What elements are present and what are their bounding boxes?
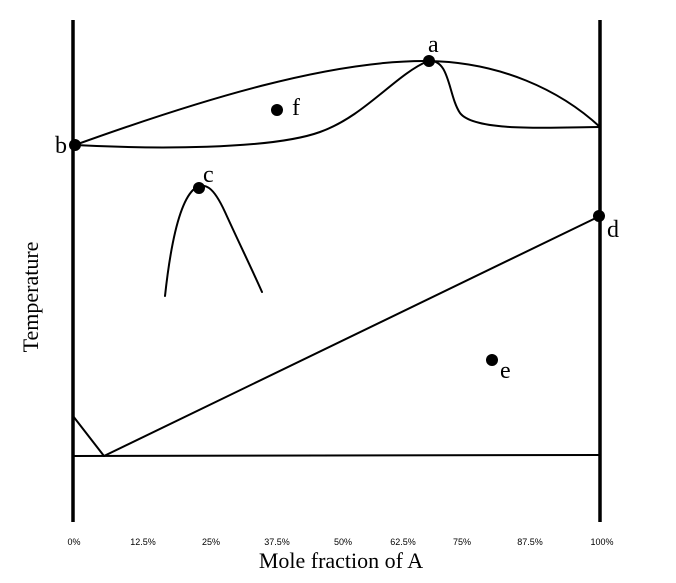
x-tick-label: 50%: [334, 537, 352, 547]
horizontal-line: [72, 454, 601, 457]
lower-curve: [74, 59, 601, 149]
x-tick-label: 25%: [202, 537, 220, 547]
point-d-marker: [593, 210, 605, 222]
point-d-label: d: [607, 217, 619, 243]
upper-curve: [74, 59, 601, 146]
point-c-marker: [193, 182, 205, 194]
point-e-marker: [486, 354, 498, 366]
point-f-label: f: [292, 95, 300, 121]
x-tick-label: 75%: [453, 537, 471, 547]
y-axis-title: Temperature: [18, 242, 43, 353]
x-tick-label: 87.5%: [517, 537, 543, 547]
left-short-segment: [72, 415, 105, 457]
x-tick-label: 62.5%: [390, 537, 416, 547]
point-a-label: a: [428, 32, 439, 58]
x-tick-label: 12.5%: [130, 537, 156, 547]
point-b-label: b: [55, 133, 67, 159]
point-e-label: e: [500, 358, 511, 384]
point-f-marker: [271, 104, 283, 116]
diagonal-line: [103, 215, 601, 457]
x-tick-label: 0%: [67, 537, 80, 547]
x-axis-title: Mole fraction of A: [259, 548, 423, 573]
point-b-marker: [69, 139, 81, 151]
dome-curve: [164, 184, 263, 297]
point-a-marker: [423, 55, 435, 67]
x-tick-label: 100%: [590, 537, 613, 547]
x-tick-label: 37.5%: [264, 537, 290, 547]
point-c-label: c: [203, 162, 214, 188]
